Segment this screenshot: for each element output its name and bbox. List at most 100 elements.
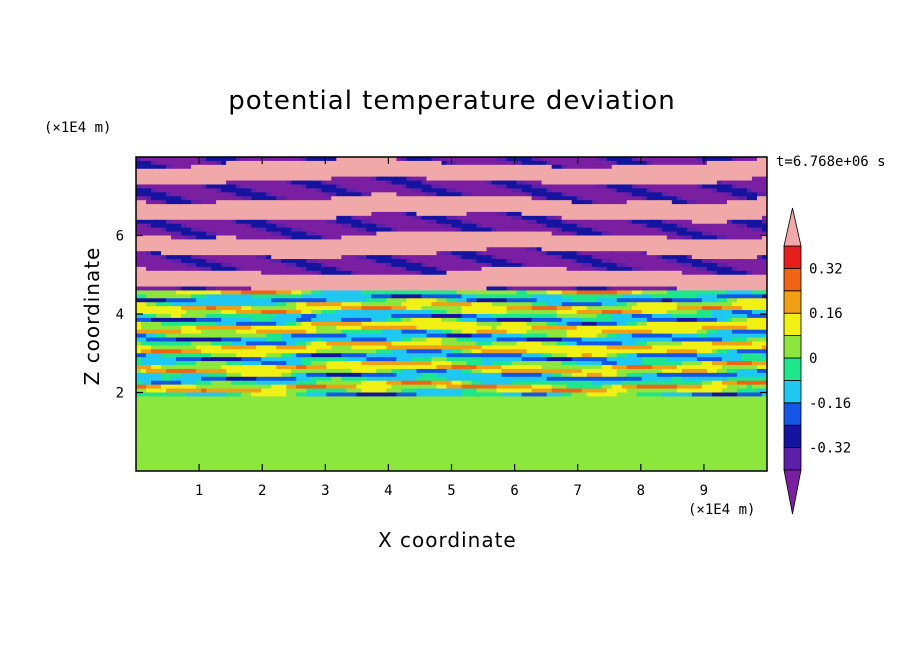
- field-cell: [341, 255, 347, 260]
- field-cell: [336, 270, 342, 276]
- field-cell: [251, 278, 257, 284]
- field-cell: [426, 219, 433, 225]
- field-cell: [326, 180, 332, 186]
- field-cell: [211, 200, 217, 205]
- field-cell: [276, 157, 282, 162]
- field-cell: [641, 164, 648, 170]
- field-cell: [706, 243, 713, 248]
- field-cell: [476, 204, 483, 209]
- field-cell: [506, 294, 513, 299]
- field-cell: [756, 168, 763, 174]
- field-cell: [211, 286, 217, 292]
- field-cell: [601, 286, 608, 292]
- field-cell: [301, 227, 307, 233]
- field-cell: [561, 227, 568, 233]
- field-cell: [531, 294, 538, 299]
- field-cell: [631, 290, 638, 295]
- field-cell: [226, 215, 232, 221]
- field-cell: [761, 200, 767, 205]
- field-cell: [466, 168, 473, 174]
- field-cell: [451, 184, 458, 189]
- field-cell: [371, 262, 377, 268]
- field-cell: [666, 294, 673, 299]
- field-cell: [281, 200, 287, 205]
- field-cell: [321, 219, 327, 225]
- field-cell: [601, 227, 608, 233]
- field-cell: [151, 231, 157, 237]
- field-cell: [171, 302, 177, 307]
- field-cell: [686, 255, 693, 260]
- field-cell: [476, 294, 483, 299]
- field-cell: [581, 239, 588, 244]
- field-cell: [386, 211, 393, 217]
- field-cell: [146, 278, 152, 284]
- field-cell: [586, 211, 593, 217]
- field-cell: [421, 227, 428, 233]
- field-cell: [261, 290, 267, 295]
- field-cell: [451, 255, 458, 260]
- field-cell: [576, 211, 583, 217]
- field-cell: [326, 247, 332, 252]
- field-cell: [286, 196, 292, 201]
- field-cell: [286, 227, 292, 233]
- field-cell: [701, 208, 708, 213]
- field-cell: [491, 196, 498, 201]
- field-cell: [551, 219, 558, 225]
- field-cell: [276, 223, 282, 229]
- field-cell: [646, 160, 653, 166]
- field-cell: [376, 306, 382, 311]
- field-cell: [656, 270, 663, 276]
- field-cell: [396, 266, 403, 272]
- field-cell: [411, 274, 418, 280]
- field-cell: [661, 239, 668, 244]
- field-cell: [461, 160, 468, 166]
- field-cell: [521, 164, 528, 170]
- field-cell: [661, 192, 668, 197]
- field-cell: [411, 176, 418, 182]
- field-cell: [286, 219, 292, 225]
- field-cell: [711, 266, 718, 272]
- field-cell: [266, 302, 272, 307]
- field-cell: [206, 164, 212, 170]
- field-cell: [166, 302, 172, 307]
- field-cell: [211, 219, 217, 225]
- field-cell: [516, 157, 523, 162]
- field-cell: [206, 235, 212, 241]
- field-cell: [636, 306, 643, 311]
- field-cell: [201, 266, 207, 272]
- field-cell: [281, 259, 287, 264]
- field-cell: [471, 215, 478, 221]
- field-cell: [626, 188, 633, 193]
- field-cell: [136, 204, 142, 209]
- field-cell: [301, 235, 307, 241]
- field-cell: [386, 298, 393, 303]
- field-cell: [636, 262, 643, 268]
- field-cell: [756, 298, 763, 303]
- field-cell: [326, 259, 332, 264]
- field-cell: [526, 219, 533, 225]
- field-cell: [681, 219, 688, 225]
- field-cell: [216, 231, 222, 237]
- field-cell: [601, 180, 608, 186]
- field-cell: [551, 176, 558, 182]
- field-cell: [336, 208, 342, 213]
- field-cell: [296, 192, 302, 197]
- field-cell: [396, 227, 403, 233]
- field-cell: [751, 266, 758, 272]
- field-cell: [586, 204, 593, 209]
- field-cell: [671, 255, 678, 260]
- field-cell: [541, 219, 548, 225]
- field-cell: [396, 172, 403, 178]
- field-cell: [251, 196, 257, 201]
- field-cell: [641, 239, 648, 244]
- field-cell: [181, 184, 187, 189]
- field-cell: [231, 160, 237, 166]
- field-cell: [581, 164, 588, 170]
- field-cell: [476, 168, 483, 174]
- field-cell: [436, 294, 443, 299]
- field-cell: [256, 215, 262, 221]
- field-cell: [261, 310, 267, 315]
- field-cell: [566, 192, 573, 197]
- field-cell: [596, 239, 603, 244]
- field-cell: [356, 247, 362, 252]
